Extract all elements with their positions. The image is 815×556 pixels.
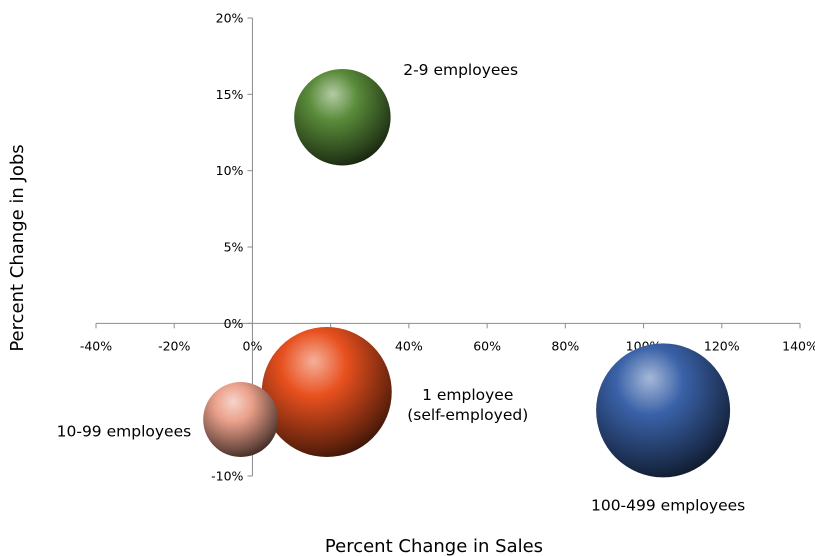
bubble (294, 68, 391, 166)
y-tick-label: 0% (224, 316, 244, 331)
x-tick-label: 40% (395, 338, 423, 353)
y-tick-label: 15% (216, 87, 244, 102)
x-tick-label: 0% (243, 338, 263, 353)
x-tick-label: 120% (704, 338, 740, 353)
y-tick-label: 5% (224, 240, 244, 255)
bubble-label: 100-499 employees (591, 496, 745, 514)
bubble-label: 2-9 employees (403, 61, 518, 79)
x-tick-label: 60% (473, 338, 501, 353)
x-tick-label: 140% (782, 338, 815, 353)
x-tick-label: -40% (80, 338, 112, 353)
y-tick-label: 20% (216, 11, 244, 26)
bubble-label: 10-99 employees (57, 423, 192, 441)
x-tick-label: -20% (158, 338, 190, 353)
bubble (203, 381, 279, 458)
y-axis-title: Percent Change in Jobs (7, 144, 28, 351)
bubble-label: (self-employed) (407, 406, 528, 424)
x-tick-label: 80% (551, 338, 579, 353)
x-axis-title: Percent Change in Sales (325, 536, 543, 556)
y-tick-label: -10% (211, 469, 243, 484)
bubble (261, 327, 392, 458)
bubble (596, 343, 731, 478)
bubble-label: 1 employee (422, 386, 513, 404)
bubbles (203, 68, 731, 478)
bubble-labels: 2-9 employees 1 employee (self-employed) 10… (57, 61, 746, 514)
y-tick-label: 10% (216, 163, 244, 178)
